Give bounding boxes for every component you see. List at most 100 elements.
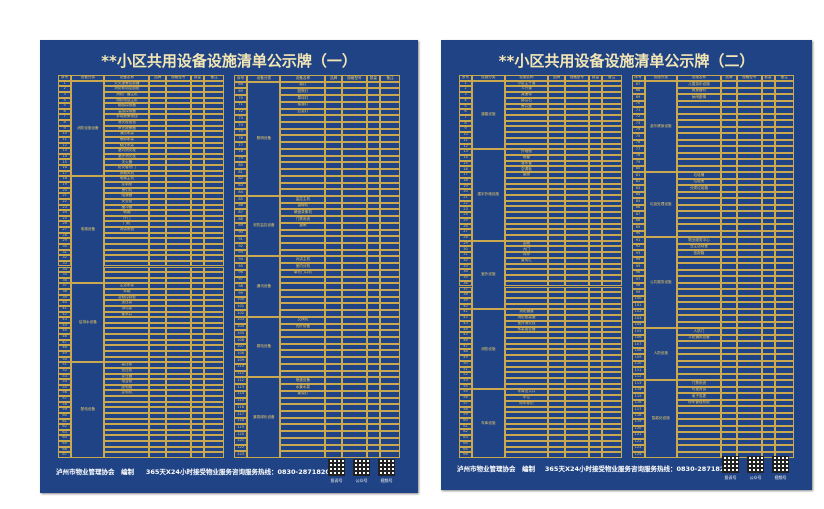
empty-cell bbox=[190, 215, 205, 222]
item-name: 人防通风设备 bbox=[677, 334, 721, 342]
empty-cell bbox=[325, 384, 342, 391]
empty-cell bbox=[737, 445, 762, 452]
group-label: 消防设施 bbox=[472, 309, 505, 390]
row-number: 102 bbox=[631, 308, 645, 316]
item-name bbox=[677, 113, 721, 121]
empty-cell bbox=[380, 310, 400, 317]
empty-cell bbox=[564, 435, 589, 441]
item-name bbox=[104, 238, 150, 244]
row-number: 108 bbox=[234, 350, 248, 358]
empty-cell bbox=[165, 131, 191, 137]
empty-cell bbox=[165, 418, 191, 425]
empty-cell bbox=[204, 176, 224, 182]
item-name bbox=[504, 337, 549, 344]
item-name bbox=[677, 256, 721, 264]
empty-cell bbox=[737, 269, 762, 277]
empty-cell bbox=[190, 238, 205, 244]
empty-cell bbox=[602, 383, 622, 390]
empty-cell bbox=[602, 195, 622, 201]
empty-cell bbox=[341, 88, 367, 96]
row-number: 58 bbox=[58, 401, 72, 408]
empty-cell bbox=[548, 92, 565, 98]
empty-cell bbox=[165, 334, 191, 340]
row-number: 116 bbox=[631, 399, 645, 407]
row-number: 70 bbox=[234, 95, 248, 102]
item-name: 落水管 bbox=[504, 160, 549, 167]
empty-cell bbox=[737, 276, 762, 283]
empty-cell bbox=[204, 243, 224, 250]
empty-cell bbox=[737, 250, 762, 257]
empty-cell bbox=[366, 417, 381, 425]
empty-cell bbox=[149, 187, 166, 194]
empty-cell bbox=[564, 103, 589, 110]
empty-cell bbox=[165, 142, 191, 149]
row-number: 114 bbox=[631, 386, 645, 394]
empty-cell bbox=[548, 372, 565, 378]
row-number: 1 bbox=[459, 80, 472, 87]
empty-cell bbox=[589, 217, 602, 224]
empty-cell bbox=[341, 256, 367, 264]
empty-cell bbox=[190, 153, 205, 160]
empty-cell bbox=[366, 303, 381, 311]
empty-cell bbox=[564, 246, 589, 253]
row-number: 122 bbox=[234, 444, 248, 452]
empty-cell bbox=[190, 159, 205, 166]
empty-cell bbox=[165, 328, 191, 335]
empty-cell bbox=[720, 302, 738, 309]
empty-cell bbox=[737, 139, 762, 147]
empty-cell bbox=[341, 236, 367, 243]
row-number: 69 bbox=[234, 88, 248, 96]
empty-cell bbox=[165, 86, 191, 92]
empty-cell bbox=[366, 357, 381, 364]
item-name bbox=[504, 446, 549, 453]
empty-cell bbox=[761, 139, 775, 147]
item-name: 喷淋水泵 bbox=[104, 136, 150, 143]
row-number: 81 bbox=[234, 169, 248, 176]
empty-cell bbox=[149, 114, 166, 121]
row-number: 101 bbox=[234, 303, 248, 311]
empty-cell bbox=[564, 292, 589, 298]
empty-cell bbox=[774, 211, 794, 218]
empty-cell bbox=[149, 153, 166, 160]
empty-cell bbox=[165, 396, 191, 402]
empty-cell bbox=[589, 120, 602, 127]
empty-cell bbox=[204, 266, 224, 273]
row-number: 80 bbox=[631, 165, 645, 173]
item-name bbox=[677, 198, 721, 205]
item-name: 路沿石 bbox=[504, 97, 549, 104]
empty-cell bbox=[380, 101, 400, 109]
empty-cell bbox=[204, 182, 224, 188]
item-name bbox=[104, 446, 150, 453]
item-name bbox=[504, 195, 549, 201]
row-number: 110 bbox=[234, 363, 248, 371]
empty-cell bbox=[149, 86, 166, 92]
qr-code bbox=[378, 459, 395, 476]
item-name: 烟感探测器 bbox=[104, 103, 150, 109]
empty-cell bbox=[737, 94, 762, 101]
empty-cell bbox=[149, 272, 166, 278]
empty-cell bbox=[720, 412, 738, 420]
group-label: 垃圾处理设施 bbox=[644, 172, 677, 238]
row-number: 37 bbox=[58, 283, 72, 290]
empty-cell bbox=[325, 81, 342, 89]
item-name: 火灾报警控制器 bbox=[104, 80, 150, 87]
empty-cell bbox=[774, 438, 794, 445]
empty-cell bbox=[341, 370, 367, 378]
item-name bbox=[504, 349, 549, 356]
item-name bbox=[504, 435, 549, 441]
row-number: 72 bbox=[631, 113, 645, 121]
empty-cell bbox=[774, 269, 794, 277]
item-name bbox=[280, 437, 326, 445]
item-name: 消火栓按钮 bbox=[104, 120, 150, 126]
empty-cell bbox=[602, 315, 622, 321]
item-name bbox=[280, 303, 326, 311]
empty-cell bbox=[774, 373, 794, 381]
empty-cell bbox=[774, 172, 794, 179]
item-name bbox=[504, 120, 549, 127]
row-number: 7 bbox=[58, 114, 72, 121]
empty-cell bbox=[720, 217, 738, 225]
row-number: 64 bbox=[58, 435, 72, 442]
item-name bbox=[280, 424, 326, 432]
empty-cell bbox=[720, 354, 738, 361]
